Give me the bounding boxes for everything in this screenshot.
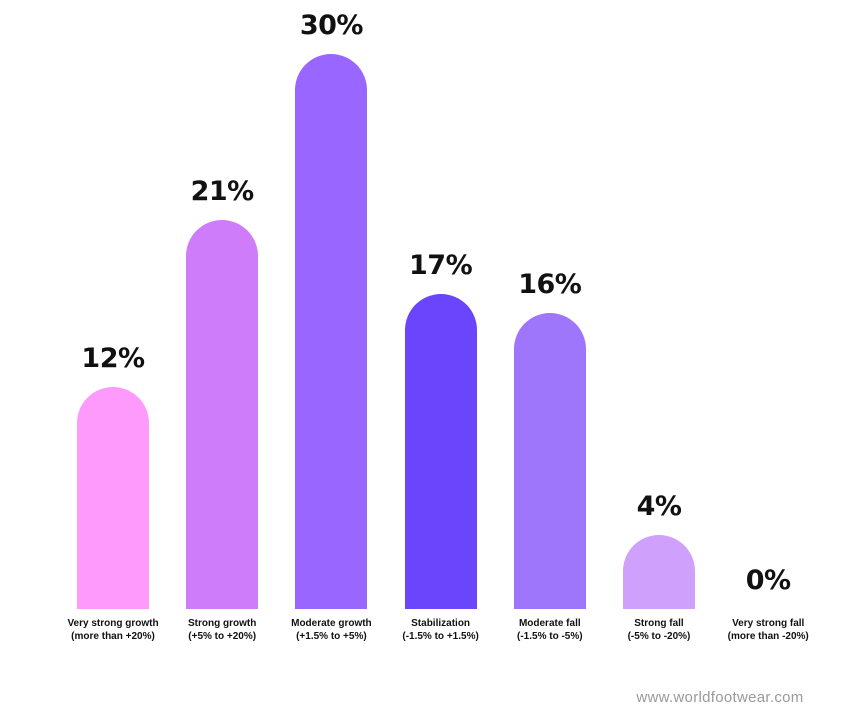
bar-2 (186, 220, 259, 609)
category-label-line: Very strong growth (67, 618, 159, 629)
category-label-5: Moderate fall (-1.5% to -5%) (485, 617, 615, 643)
bar-3 (295, 54, 368, 609)
category-label-line: Stabilization (411, 618, 471, 629)
value-label-4: 17% (409, 250, 473, 281)
category-label-7: Very strong fall (more than -20%) (703, 617, 833, 643)
bar-6 (623, 535, 695, 609)
category-label-line: (-1.5% to -5%) (517, 631, 583, 642)
category-label-line: Strong growth (188, 618, 257, 629)
category-label-line: Strong fall (634, 618, 684, 629)
value-label-2: 21% (190, 176, 255, 207)
value-label-3: 30% (299, 10, 364, 41)
category-label-line: Moderate growth (291, 618, 372, 629)
bar-4 (404, 294, 477, 609)
category-label-line: Moderate fall (518, 618, 581, 629)
category-label-line: (-1.5% to +1.5%) (402, 631, 479, 642)
category-label-6: Strong fall (-5% to -20%) (594, 617, 724, 643)
bar-1 (77, 387, 149, 609)
category-label-1: Very strong growth (more than +20%) (48, 617, 178, 643)
category-label-line: (+1.5% to +5%) (296, 631, 367, 642)
category-label-line: (-5% to -20%) (627, 631, 691, 642)
value-label-6: 4% (636, 491, 682, 522)
category-label-3: Moderate growth (+1.5% to +5%) (266, 617, 396, 643)
category-label-line: Very strong fall (732, 618, 805, 629)
category-label-line: (more than -20%) (727, 631, 809, 642)
value-label-5: 16% (518, 269, 582, 300)
bar-5 (513, 313, 586, 609)
category-label-4: Stabilization (-1.5% to +1.5%) (376, 617, 506, 643)
category-label-line: (more than +20%) (71, 631, 155, 642)
category-label-2: Strong growth (+5% to +20%) (157, 617, 287, 643)
category-label-line: (+5% to +20%) (188, 631, 257, 642)
value-label-7: 0% (745, 565, 791, 596)
watermark: www.worldfootwear.com (636, 689, 804, 706)
value-label-1: 12% (81, 343, 145, 374)
